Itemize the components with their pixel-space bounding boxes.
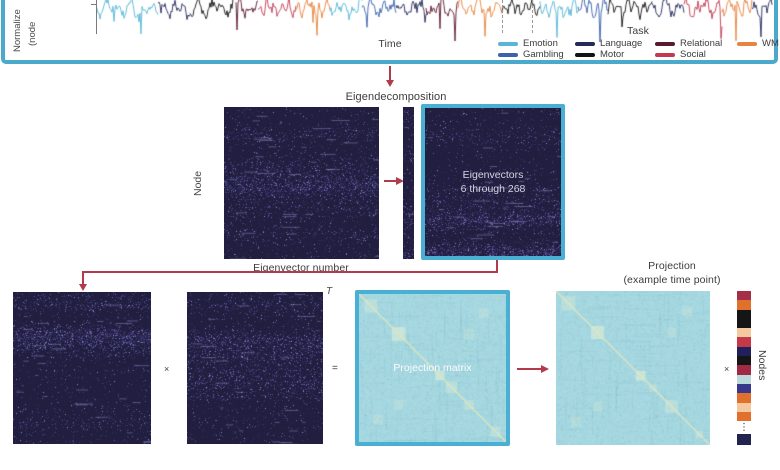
legend-swatch-language [575,42,595,46]
nodes-colorbar-ellipsis: ⋮ [739,422,749,434]
arrow-down-line [389,66,391,81]
projection-matrix-label: Projection matrix [359,294,506,442]
node-color-swatch [737,346,751,357]
arrow-right-line-2 [517,368,542,370]
legend-swatch-gambling [498,53,518,57]
node-axis-label: Node [192,170,204,196]
transpose-symbol: T [326,286,333,297]
example-timepoint-dashed-line-right [532,0,533,33]
nodes-label: Nodes [756,350,768,381]
task-timeseries-plot [97,0,773,42]
node-color-swatch [737,300,751,310]
eigenvector-matrix-full [224,107,379,259]
node-color-swatch [737,328,751,338]
projection-result-title-line2: (example time point) [623,273,721,286]
eigenvectors-6-268-matrix [425,108,561,256]
node-color-swatch [737,365,751,375]
legend-label-emotion: Emotion [523,38,558,49]
legend-swatch-motor [575,53,595,57]
legend-label-relational: Relational [680,38,723,49]
multiply-symbol-1: × [164,364,170,374]
legend-label-language: Language [600,38,643,49]
node-color-swatch [737,393,751,403]
projection-example-timepoint-matrix [556,291,710,445]
arrow-right-line-1 [384,180,397,182]
selected-eigenvectors-matrix-transposed [187,292,323,444]
equals-symbol: = [332,363,338,374]
eigendecomposition-title: Eigendecomposition [345,91,447,103]
connector-horizontal [82,271,498,273]
y-axis-label-line2: (node [27,21,38,46]
legend-label-wm: WM [762,38,779,49]
projection-matrix-label-text: Projection matrix [393,362,472,374]
eigenvectors-label-line1: Eigenvectors [462,169,524,181]
legend-label-gambling: Gambling [523,49,564,60]
node-color-swatch [737,374,751,384]
projection-result-title-line1: Projection [648,260,696,272]
node-color-swatch [737,291,751,301]
legend-swatch-wm [737,42,757,46]
legend-swatch-social [655,53,675,57]
arrow-right-icon-1 [396,177,404,185]
y-axis-line [96,0,97,34]
eigenvectors-1-5-strip [403,107,414,259]
connector-arrow-icon [79,284,87,291]
legend-title: Task [627,25,649,37]
example-timepoint-dashed-line-left [502,0,503,33]
projection-matrix [359,294,506,442]
arrow-down-icon [386,80,394,87]
node-color-swatch [737,383,751,394]
node-color-swatch [737,356,751,366]
timeseries-panel: Normalize (node Time Task Emotion Gambli… [1,0,779,64]
node-color-swatch [737,318,751,329]
y-axis-tick [91,4,96,5]
multiply-symbol-2: × [724,364,730,374]
projection-result-title: Projection (example time point) [582,260,762,287]
projection-matrix-highlight-box: Projection matrix [355,290,510,446]
x-axis-label-time: Time [378,38,402,50]
arrow-right-icon-2 [541,365,549,373]
node-color-swatch [737,411,751,422]
legend-swatch-relational [655,42,675,46]
legend-swatch-emotion [498,42,518,46]
node-color-swatch [737,434,751,446]
legend-label-social: Social [680,49,706,60]
eigenvectors-label-line2: 6 through 268 [460,183,526,195]
selected-eigenvectors-matrix [13,292,151,444]
legend-label-motor: Motor [600,49,625,60]
eigenvectors-6-268-highlight-box: Eigenvectors 6 through 268 [421,104,565,260]
node-color-swatch [737,337,751,347]
eigenvectors-range-label: Eigenvectors 6 through 268 [425,108,561,256]
node-color-swatch [737,309,751,319]
connector-vertical-1 [496,260,498,272]
y-axis-label-line1: Normalize [12,9,23,52]
node-color-swatch [737,402,751,412]
nodes-colorbar: ⋮ [737,291,751,446]
connector-vertical-2 [82,272,84,285]
